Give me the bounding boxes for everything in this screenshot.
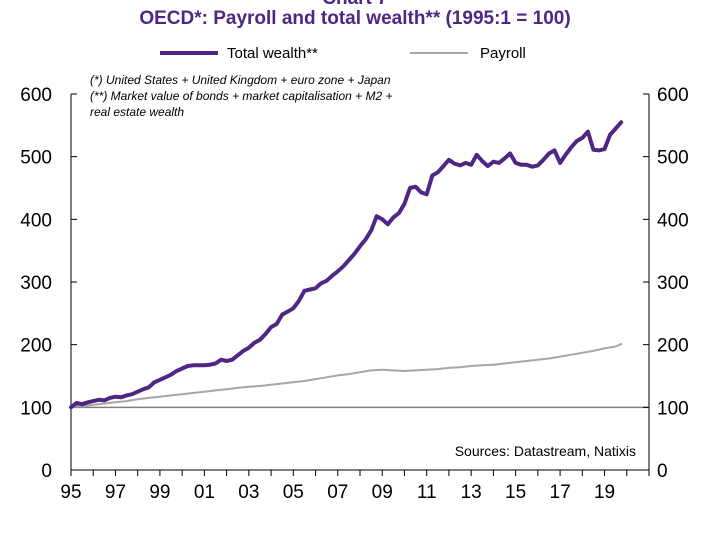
x-tick-label: 15 xyxy=(505,482,526,503)
y-axis-left: 0 100 200 300 400 500 600 xyxy=(20,85,77,482)
x-tick-label: 13 xyxy=(461,482,482,503)
y-tick-label-left: 0 xyxy=(41,461,52,482)
y-axis-right: 0 100 200 300 400 500 600 xyxy=(643,85,689,482)
legend-label-payroll: Payroll xyxy=(480,45,526,62)
x-tick-label: 11 xyxy=(417,482,437,503)
y-tick-label-right: 0 xyxy=(657,461,668,482)
y-tick-label-right: 500 xyxy=(657,148,689,169)
y-tick-label-right: 300 xyxy=(657,273,689,294)
footnote-3: real estate wealth xyxy=(90,105,184,119)
x-tick-label: 19 xyxy=(594,482,615,503)
y-tick-label-right: 100 xyxy=(657,398,689,419)
x-tick-label: 17 xyxy=(550,482,571,503)
legend-label-total-wealth: Total wealth** xyxy=(227,45,318,62)
x-tick-label: 07 xyxy=(327,482,348,503)
x-tick-label: 03 xyxy=(238,482,259,503)
x-tick-label: 05 xyxy=(283,482,304,503)
y-tick-label-right: 400 xyxy=(657,210,689,231)
x-tick-label: 97 xyxy=(105,482,126,503)
x-tick-label: 01 xyxy=(194,482,215,503)
footnote-1: (*) United States + United Kingdom + eur… xyxy=(90,73,391,87)
y-tick-label-right: 200 xyxy=(657,336,689,357)
y-tick-label-left: 100 xyxy=(20,398,52,419)
y-tick-label-left: 200 xyxy=(20,336,52,357)
x-tick-label: 99 xyxy=(149,482,170,503)
y-tick-label-right: 600 xyxy=(657,85,689,106)
y-tick-label-left: 300 xyxy=(20,273,52,294)
y-tick-label-left: 600 xyxy=(20,85,52,106)
source-note: Sources: Datastream, Natixis xyxy=(455,443,636,459)
series-line-total-wealth xyxy=(69,120,624,410)
footnotes: (*) United States + United Kingdom + eur… xyxy=(90,73,392,119)
y-tick-label-left: 400 xyxy=(20,210,52,231)
series-line-payroll xyxy=(70,343,623,409)
x-axis: 95 97 99 01 03 05 07 09 11 13 15 17 19 xyxy=(60,470,650,503)
y-tick-label-left: 500 xyxy=(20,148,52,169)
footnote-2: (**) Market value of bonds + market capi… xyxy=(90,89,392,103)
x-tick-label: 09 xyxy=(372,482,393,503)
x-tick-label: 95 xyxy=(60,482,81,503)
series-layer xyxy=(69,120,624,410)
chart-title: OECD*: Payroll and total wealth** (1995:… xyxy=(139,8,570,29)
plot-frame xyxy=(70,94,650,471)
chart-title-partial: Chart 7 xyxy=(322,0,387,9)
legend: Total wealth** Payroll xyxy=(160,45,526,62)
